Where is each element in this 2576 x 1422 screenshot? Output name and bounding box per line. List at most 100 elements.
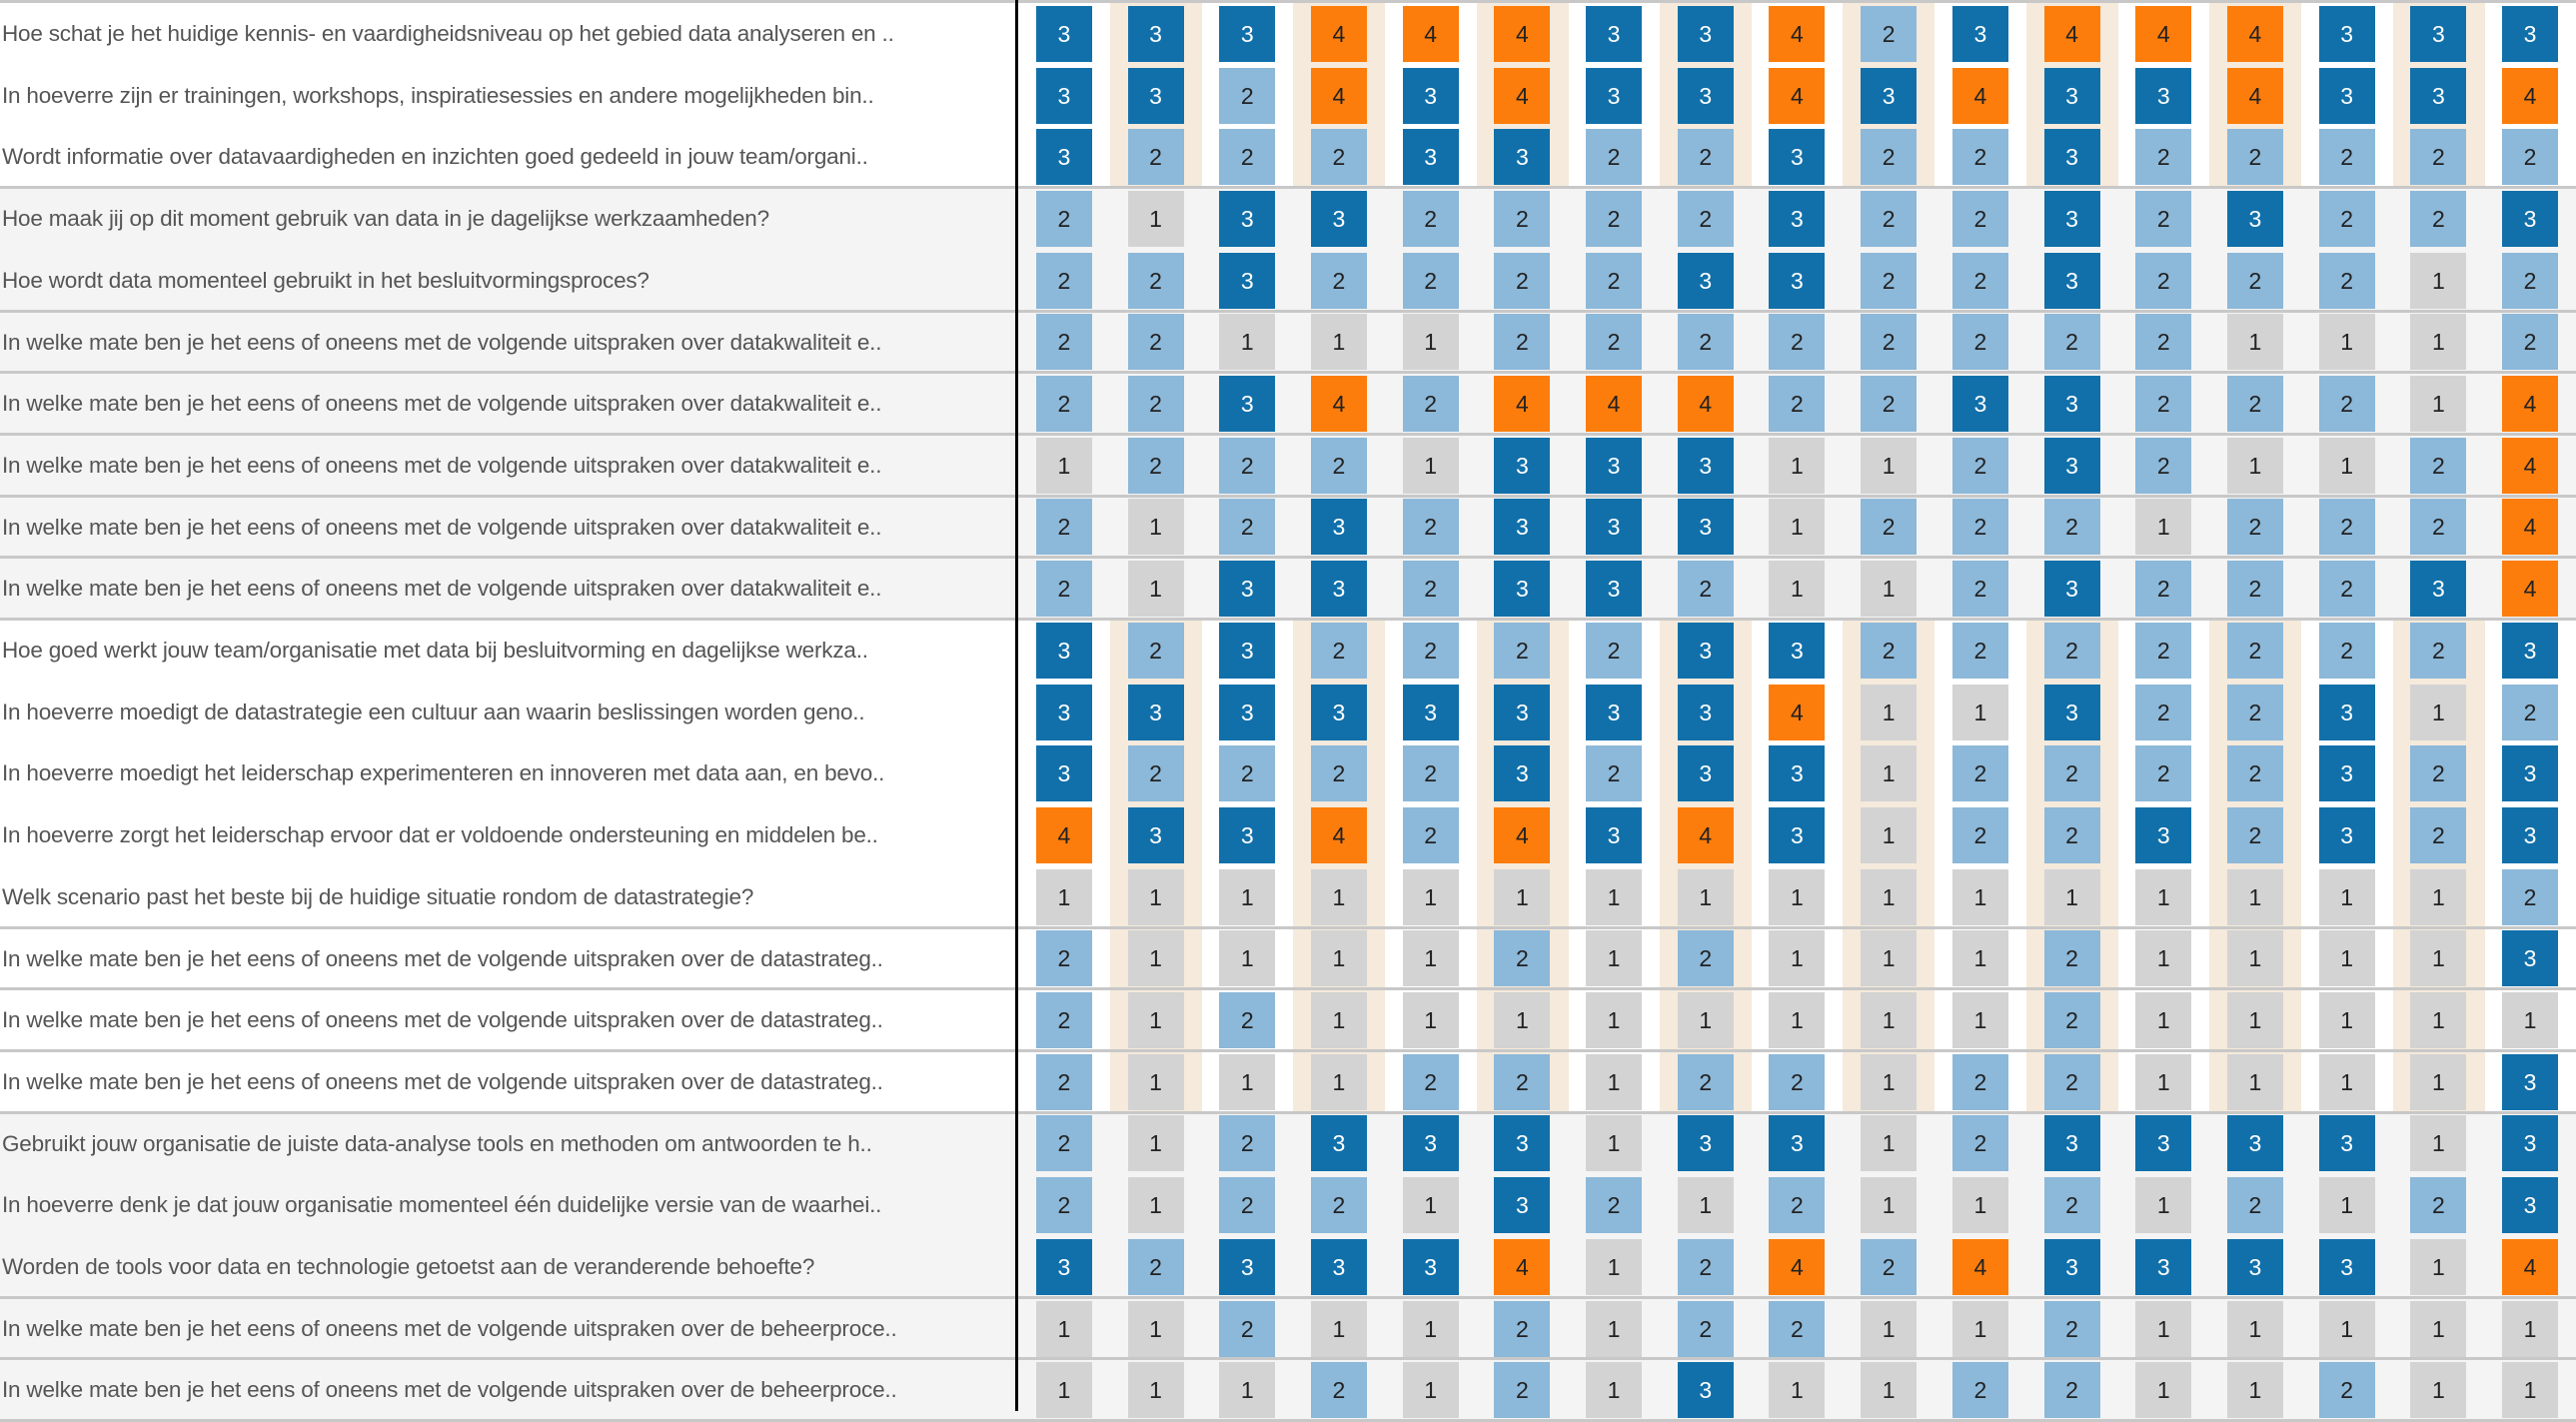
heatmap-cell[interactable]: 3 [1677,67,1734,124]
heatmap-cell[interactable]: 2 [1219,499,1276,556]
heatmap-cell[interactable]: 1 [1127,930,1184,987]
heatmap-cell[interactable]: 4 [2502,499,2559,556]
heatmap-cell[interactable]: 3 [1677,437,1734,494]
heatmap-cell[interactable]: 2 [1951,622,2008,679]
heatmap-cell[interactable]: 2 [1677,129,1734,186]
heatmap-cell[interactable]: 2 [2135,745,2192,802]
heatmap-cell[interactable]: 2 [2043,1053,2100,1110]
heatmap-cell[interactable]: 4 [2135,5,2192,62]
heatmap-cell[interactable]: 3 [2502,1053,2559,1110]
heatmap-cell[interactable]: 3 [1402,67,1459,124]
heatmap-cell[interactable]: 2 [1494,190,1551,247]
heatmap-cell[interactable]: 3 [1310,190,1367,247]
heatmap-cell[interactable]: 4 [2502,376,2559,433]
heatmap-cell[interactable]: 3 [1127,684,1184,740]
heatmap-cell[interactable]: 2 [1677,1053,1734,1110]
heatmap-cell[interactable]: 1 [1310,1300,1367,1357]
heatmap-cell[interactable]: 2 [1127,745,1184,802]
heatmap-cell[interactable]: 1 [2502,1362,2559,1419]
heatmap-cell[interactable]: 2 [2135,314,2192,371]
heatmap-cell[interactable]: 1 [2410,930,2467,987]
heatmap-cell[interactable]: 3 [1310,499,1367,556]
heatmap-cell[interactable]: 4 [1494,376,1551,433]
heatmap-cell[interactable]: 3 [2502,1177,2559,1234]
heatmap-cell[interactable]: 1 [1861,1362,1918,1419]
heatmap-cell[interactable]: 3 [2502,930,2559,987]
heatmap-cell[interactable]: 1 [2135,1362,2192,1419]
heatmap-cell[interactable]: 2 [1861,622,1918,679]
heatmap-cell[interactable]: 1 [1951,992,2008,1049]
heatmap-cell[interactable]: 2 [1402,190,1459,247]
heatmap-cell[interactable]: 1 [1586,930,1643,987]
heatmap-cell[interactable]: 2 [2502,684,2559,740]
heatmap-cell[interactable]: 3 [1219,561,1276,618]
heatmap-cell[interactable]: 2 [1861,129,1918,186]
heatmap-cell[interactable]: 2 [1127,376,1184,433]
heatmap-cell[interactable]: 3 [2043,561,2100,618]
heatmap-cell[interactable]: 4 [1035,806,1092,863]
heatmap-cell[interactable]: 1 [2226,930,2283,987]
heatmap-cell[interactable]: 1 [1769,561,1826,618]
heatmap-cell[interactable]: 3 [1677,1115,1734,1172]
heatmap-cell[interactable]: 3 [1127,806,1184,863]
heatmap-cell[interactable]: 2 [2043,930,2100,987]
heatmap-cell[interactable]: 3 [2043,129,2100,186]
heatmap-cell[interactable]: 4 [2502,67,2559,124]
heatmap-cell[interactable]: 2 [1035,252,1092,309]
heatmap-cell[interactable]: 3 [1494,499,1551,556]
heatmap-cell[interactable]: 2 [1769,314,1826,371]
heatmap-cell[interactable]: 2 [2410,190,2467,247]
heatmap-cell[interactable]: 3 [2410,561,2467,618]
heatmap-cell[interactable]: 2 [1127,1238,1184,1295]
heatmap-cell[interactable]: 1 [1310,868,1367,925]
heatmap-cell[interactable]: 3 [1219,376,1276,433]
heatmap-cell[interactable]: 2 [2502,314,2559,371]
heatmap-cell[interactable]: 2 [1127,314,1184,371]
heatmap-cell[interactable]: 2 [1035,1115,1092,1172]
heatmap-cell[interactable]: 2 [1951,1362,2008,1419]
heatmap-cell[interactable]: 1 [1035,1300,1092,1357]
heatmap-cell[interactable]: 1 [1035,437,1092,494]
heatmap-cell[interactable]: 1 [1861,806,1918,863]
heatmap-cell[interactable]: 2 [2135,376,2192,433]
heatmap-cell[interactable]: 1 [1951,684,2008,740]
heatmap-cell[interactable]: 1 [1951,930,2008,987]
heatmap-cell[interactable]: 2 [1402,745,1459,802]
heatmap-cell[interactable]: 2 [1951,437,2008,494]
heatmap-cell[interactable]: 2 [2318,129,2375,186]
heatmap-cell[interactable]: 4 [1951,67,2008,124]
heatmap-cell[interactable]: 2 [2318,252,2375,309]
heatmap-cell[interactable]: 1 [1769,437,1826,494]
heatmap-cell[interactable]: 4 [1769,67,1826,124]
heatmap-cell[interactable]: 2 [2135,437,2192,494]
heatmap-cell[interactable]: 1 [1861,992,1918,1049]
heatmap-cell[interactable]: 2 [1402,1053,1459,1110]
heatmap-cell[interactable]: 1 [1402,1362,1459,1419]
heatmap-cell[interactable]: 4 [1494,806,1551,863]
heatmap-cell[interactable]: 3 [1219,806,1276,863]
heatmap-cell[interactable]: 2 [1951,499,2008,556]
heatmap-cell[interactable]: 1 [1586,1300,1643,1357]
heatmap-cell[interactable]: 2 [1494,1053,1551,1110]
heatmap-cell[interactable]: 2 [2410,622,2467,679]
heatmap-cell[interactable]: 2 [2226,745,2283,802]
heatmap-cell[interactable]: 2 [2043,1300,2100,1357]
heatmap-cell[interactable]: 2 [1310,437,1367,494]
heatmap-cell[interactable]: 2 [2043,1362,2100,1419]
heatmap-cell[interactable]: 2 [2043,992,2100,1049]
heatmap-cell[interactable]: 4 [1586,376,1643,433]
heatmap-cell[interactable]: 2 [1769,1177,1826,1234]
heatmap-cell[interactable]: 1 [1861,930,1918,987]
heatmap-cell[interactable]: 1 [2318,1177,2375,1234]
heatmap-cell[interactable]: 2 [1035,376,1092,433]
heatmap-cell[interactable]: 1 [1769,930,1826,987]
heatmap-cell[interactable]: 1 [1494,992,1551,1049]
heatmap-cell[interactable]: 1 [1586,1115,1643,1172]
heatmap-cell[interactable]: 2 [1861,5,1918,62]
heatmap-cell[interactable]: 1 [1861,1115,1918,1172]
heatmap-cell[interactable]: 3 [1219,5,1276,62]
heatmap-cell[interactable]: 2 [1677,314,1734,371]
heatmap-cell[interactable]: 2 [2043,314,2100,371]
heatmap-cell[interactable]: 3 [1769,190,1826,247]
heatmap-cell[interactable]: 1 [1402,868,1459,925]
